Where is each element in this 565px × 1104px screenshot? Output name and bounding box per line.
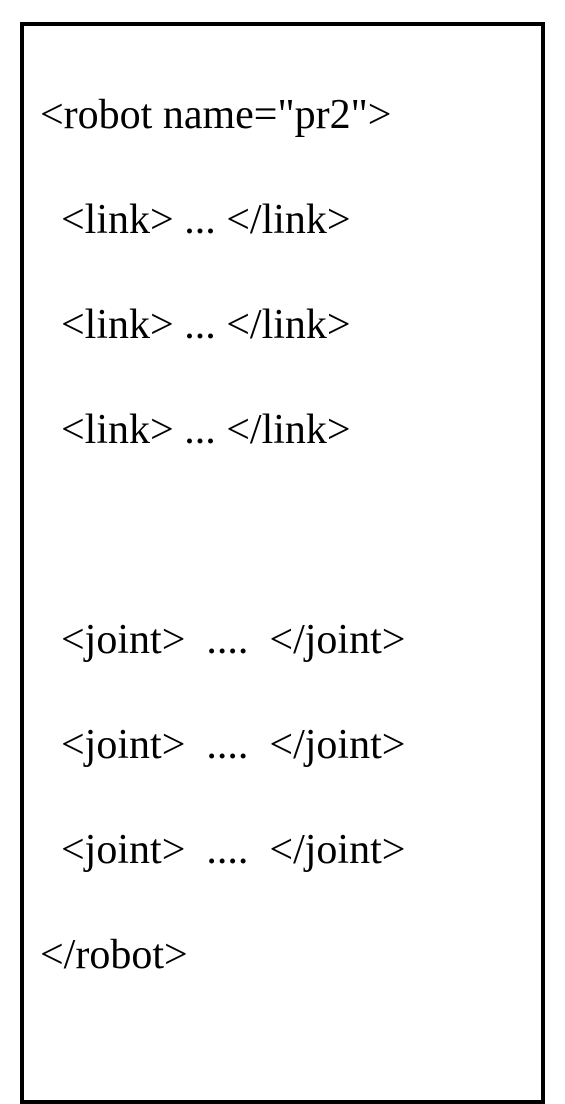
code-line: <link> ... </link> [40, 404, 525, 457]
page-container: <robot name="pr2"> <link> ... </link> <l… [0, 0, 565, 577]
blank-line [40, 509, 525, 562]
code-line: <joint> .... </joint> [40, 614, 525, 667]
code-line: <joint> .... </joint> [40, 824, 525, 877]
code-block: <robot name="pr2"> <link> ... </link> <l… [20, 22, 545, 1104]
code-line: <link> ... </link> [40, 194, 525, 247]
code-line: <link> ... </link> [40, 299, 525, 352]
code-line: <robot name="pr2"> [40, 89, 525, 142]
code-line: <joint> .... </joint> [40, 719, 525, 772]
code-line: </robot> [40, 929, 525, 982]
